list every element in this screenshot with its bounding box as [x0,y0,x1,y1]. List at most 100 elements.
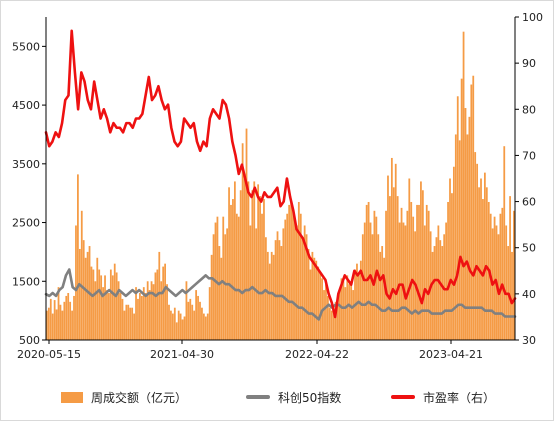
bar [162,266,165,340]
bar [109,269,112,340]
y-tick-label-left: 5500 [12,40,40,53]
bar [133,313,135,340]
legend: 周成交额（亿元） 科创50指数 市盈率（右） [1,385,554,409]
bar [482,199,484,340]
bar [449,178,451,340]
bar [297,201,300,340]
y-tick-label-left: 1500 [12,275,40,288]
bar [265,237,267,340]
bar [261,213,263,340]
bar [86,251,89,340]
bar [146,281,149,340]
bar [257,184,260,340]
y-tick-label-right: 100 [522,11,543,24]
bar [418,204,420,340]
bar [441,246,444,340]
bar [61,310,64,340]
bar [379,251,382,340]
bar [342,281,345,340]
bar [187,301,190,340]
bar [197,295,199,340]
bar [315,260,318,340]
x-tick-label: 2021-04-30 [150,348,214,361]
bar [235,213,238,340]
bar [63,301,66,340]
bar [181,319,184,340]
bar [431,251,434,340]
bar [359,260,362,340]
bar [170,310,172,340]
y-tick-label-right: 60 [522,196,536,209]
bar [340,278,343,340]
bar [125,304,128,340]
bar [102,287,104,340]
bar [389,196,391,340]
bar [474,152,477,340]
bar [193,310,196,340]
bar [282,228,285,340]
bar [245,128,248,340]
bar [78,248,81,340]
bar [447,201,449,340]
legend-swatch-bars [61,391,83,403]
bar [263,199,265,340]
bar [164,263,166,340]
bar [352,290,354,340]
bar [319,272,322,340]
bar [55,309,58,340]
bar [57,287,60,340]
x-tick-label: 2022-04-22 [285,348,349,361]
bar [202,313,205,340]
bar [108,293,110,340]
legend-swatch-index [246,395,270,399]
bar [358,272,360,340]
bar [390,157,393,340]
bar [328,307,331,340]
bar [46,310,48,340]
bar [472,75,475,340]
bar [94,281,97,340]
bar [454,134,457,340]
bar [191,304,194,340]
bar [452,166,455,340]
bar [367,201,370,340]
bar [123,310,126,340]
bar [84,257,87,340]
bar [158,251,161,340]
bar [77,174,79,340]
bar [168,304,170,340]
bar [259,196,261,340]
bar [90,266,93,340]
bar [115,272,118,340]
bar [199,301,201,340]
bar [332,307,335,340]
bar [179,313,182,340]
bar [249,225,252,340]
bar [371,234,374,340]
bar [402,222,405,340]
y-tick-label-right: 50 [522,242,536,255]
bar [425,204,428,340]
bar [177,310,180,340]
bar [276,231,279,340]
bar [406,210,409,340]
bar [294,222,296,340]
bar [427,210,430,340]
y-tick-label-left: 2500 [12,217,40,230]
bar [485,187,488,340]
bar [451,193,453,340]
bar [420,181,422,340]
bar [230,204,232,340]
bar [204,316,207,340]
bar [92,269,95,340]
bar [166,284,168,340]
bar [47,307,50,340]
bar [137,298,139,340]
y-tick-label-left: 500 [19,334,40,347]
bar [292,210,294,340]
bar [152,284,155,340]
series-line [44,29,517,319]
bar [274,240,277,340]
bar [237,216,240,340]
